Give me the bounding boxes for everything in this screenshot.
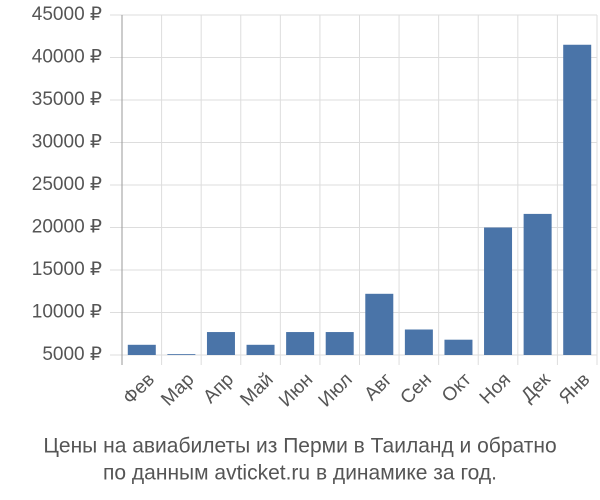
y-tick-label: 40000 ₽ xyxy=(32,47,102,68)
x-tick-label: Дек xyxy=(517,369,555,407)
y-tick-label: 20000 ₽ xyxy=(32,217,102,238)
bar xyxy=(325,332,354,355)
x-tick-label: Янв xyxy=(555,369,594,408)
x-tick-label: Фев xyxy=(119,369,159,409)
bar xyxy=(286,332,315,355)
y-tick-label: 30000 ₽ xyxy=(32,132,102,153)
y-tick-label: 45000 ₽ xyxy=(32,4,102,25)
chart-title: Цены на авиабилеты из Перми в Таиланд и … xyxy=(43,435,556,458)
bar xyxy=(206,332,235,355)
y-tick-label: 5000 ₽ xyxy=(42,344,102,365)
x-tick-label: Июл xyxy=(315,369,357,411)
x-tick-label: Мар xyxy=(157,369,198,410)
x-tick-label: Ноя xyxy=(476,369,515,408)
bar xyxy=(127,344,156,355)
y-tick-label: 35000 ₽ xyxy=(32,89,102,110)
chart-title: по данным avticket.ru в динамике за год. xyxy=(103,462,497,485)
bar xyxy=(167,354,196,355)
x-tick-label: Сен xyxy=(397,369,436,408)
y-tick-label: 25000 ₽ xyxy=(32,174,102,195)
bar xyxy=(365,293,394,355)
bar xyxy=(246,344,275,355)
bar xyxy=(444,339,473,355)
x-tick-label: Апр xyxy=(199,369,238,408)
bar xyxy=(563,44,592,355)
bar xyxy=(404,329,433,355)
x-tick-label: Май xyxy=(236,369,277,410)
y-tick-label: 15000 ₽ xyxy=(32,259,102,280)
bar xyxy=(523,213,552,355)
y-tick-label: 10000 ₽ xyxy=(32,302,102,323)
x-tick-label: Июн xyxy=(275,369,317,411)
x-tick-label: Авг xyxy=(361,369,397,405)
x-tick-label: Окт xyxy=(438,369,476,407)
bar xyxy=(484,227,513,355)
